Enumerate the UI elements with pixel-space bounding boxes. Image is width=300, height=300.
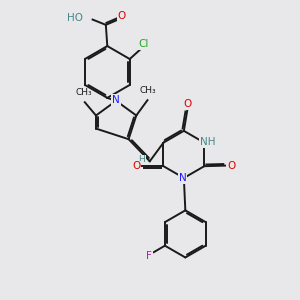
- Text: N: N: [178, 173, 186, 183]
- Text: NH: NH: [200, 137, 215, 147]
- Text: O: O: [184, 99, 192, 110]
- Text: O: O: [118, 11, 126, 21]
- Text: Cl: Cl: [138, 39, 149, 49]
- Text: F: F: [146, 251, 152, 261]
- Text: O: O: [227, 160, 236, 171]
- Text: HO: HO: [67, 13, 83, 23]
- Text: H: H: [138, 155, 145, 164]
- Text: O: O: [132, 161, 140, 172]
- Text: CH₃: CH₃: [76, 88, 92, 97]
- Text: CH₃: CH₃: [140, 86, 156, 95]
- Text: N: N: [112, 95, 120, 105]
